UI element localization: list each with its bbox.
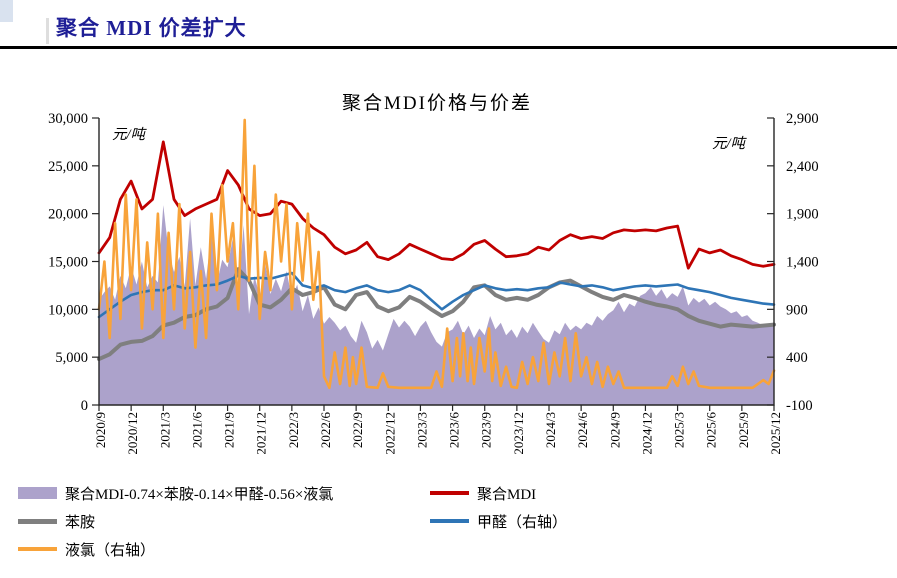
y-right-tick-label: 1,900 [786, 207, 819, 223]
x-tick-label: 2021/12 [254, 412, 269, 455]
x-tick-label: 2022/6 [318, 412, 333, 449]
x-tick-label: 2023/6 [447, 412, 462, 449]
right-axis-unit: 元/吨 [712, 135, 748, 152]
x-tick-label: 2023/3 [414, 412, 429, 448]
corner-accent-block [0, 0, 13, 22]
y-left-tick-label: 0 [81, 398, 88, 414]
spread-area-swatch [18, 487, 57, 499]
mdi-line-swatch [430, 491, 469, 495]
series-line-2 [97, 267, 776, 362]
y-right-tick-label: 900 [786, 302, 808, 318]
x-tick-label: 2024/3 [543, 412, 558, 448]
x-tick-label: 2022/12 [382, 412, 397, 455]
aniline-line-swatch [18, 518, 57, 524]
legend-item-aniline: 苯胺 [18, 513, 96, 531]
legend-label-formaldehyde: 甲醛（右轴） [477, 514, 568, 531]
y-left-tick-label: 30,000 [48, 111, 88, 127]
series-line-3 [97, 271, 776, 319]
y-right-tick-label: -100 [786, 398, 813, 414]
y-right-tick-label: 2,400 [786, 159, 819, 175]
legend-label-spread: 聚合MDI-0.74×苯胺-0.14×甲醛-0.56×液氯 [65, 486, 334, 503]
y-left-tick-label: 10,000 [48, 302, 88, 318]
legend-label-aniline: 苯胺 [65, 514, 96, 531]
y-right-tick-label: 1,400 [786, 255, 819, 271]
x-tick-label: 2020/9 [93, 412, 108, 448]
y-left-tick-label: 25,000 [48, 159, 88, 175]
chart-title: 聚合MDI价格与价差 [342, 93, 532, 114]
y-left-tick-label: 5,000 [55, 350, 88, 366]
x-tick-label: 2021/6 [189, 412, 204, 449]
legend-item-formaldehyde: 甲醛（右轴） [430, 513, 568, 531]
series-line-1 [97, 140, 776, 270]
y-left-tick-label: 15,000 [48, 255, 88, 271]
x-tick-label: 2023/12 [511, 412, 526, 455]
x-tick-label: 2022/3 [286, 412, 301, 448]
x-tick-label: 2022/9 [350, 412, 365, 448]
legend-label-chlorine: 液氯（右轴） [65, 542, 156, 559]
legend-label-mdi: 聚合MDI [477, 486, 537, 503]
x-tick-label: 2023/9 [479, 412, 494, 448]
x-tick-label: 2025/12 [768, 412, 783, 455]
page-title: 聚合 MDI 价差扩大 [56, 16, 247, 40]
series-line-4 [97, 118, 776, 390]
x-tick-label: 2025/3 [672, 412, 687, 448]
x-tick-label: 2024/6 [575, 412, 590, 449]
chlorine-line-swatch [18, 547, 57, 551]
x-tick-label: 2024/9 [607, 412, 622, 448]
legend-item-mdi: 聚合MDI [430, 485, 537, 503]
formaldehyde-line-swatch [430, 519, 469, 523]
x-tick-label: 2021/9 [222, 412, 237, 448]
legend-item-spread: 聚合MDI-0.74×苯胺-0.14×甲醛-0.56×液氯 [18, 485, 334, 503]
header-divider [0, 46, 897, 49]
y-left-tick-label: 20,000 [48, 207, 88, 223]
title-accent-bar [46, 18, 49, 44]
y-right-tick-label: 400 [786, 350, 808, 366]
legend-item-chlorine: 液氯（右轴） [18, 541, 156, 559]
spread-area [99, 205, 774, 405]
x-tick-label: 2024/12 [639, 412, 654, 455]
left-axis-unit: 元/吨 [112, 126, 148, 143]
y-right-tick-label: 2,900 [786, 111, 819, 127]
x-tick-label: 2021/3 [157, 412, 172, 448]
x-tick-label: 2025/6 [704, 412, 719, 449]
x-tick-label: 2025/9 [736, 412, 751, 448]
x-tick-label: 2020/12 [125, 412, 140, 455]
